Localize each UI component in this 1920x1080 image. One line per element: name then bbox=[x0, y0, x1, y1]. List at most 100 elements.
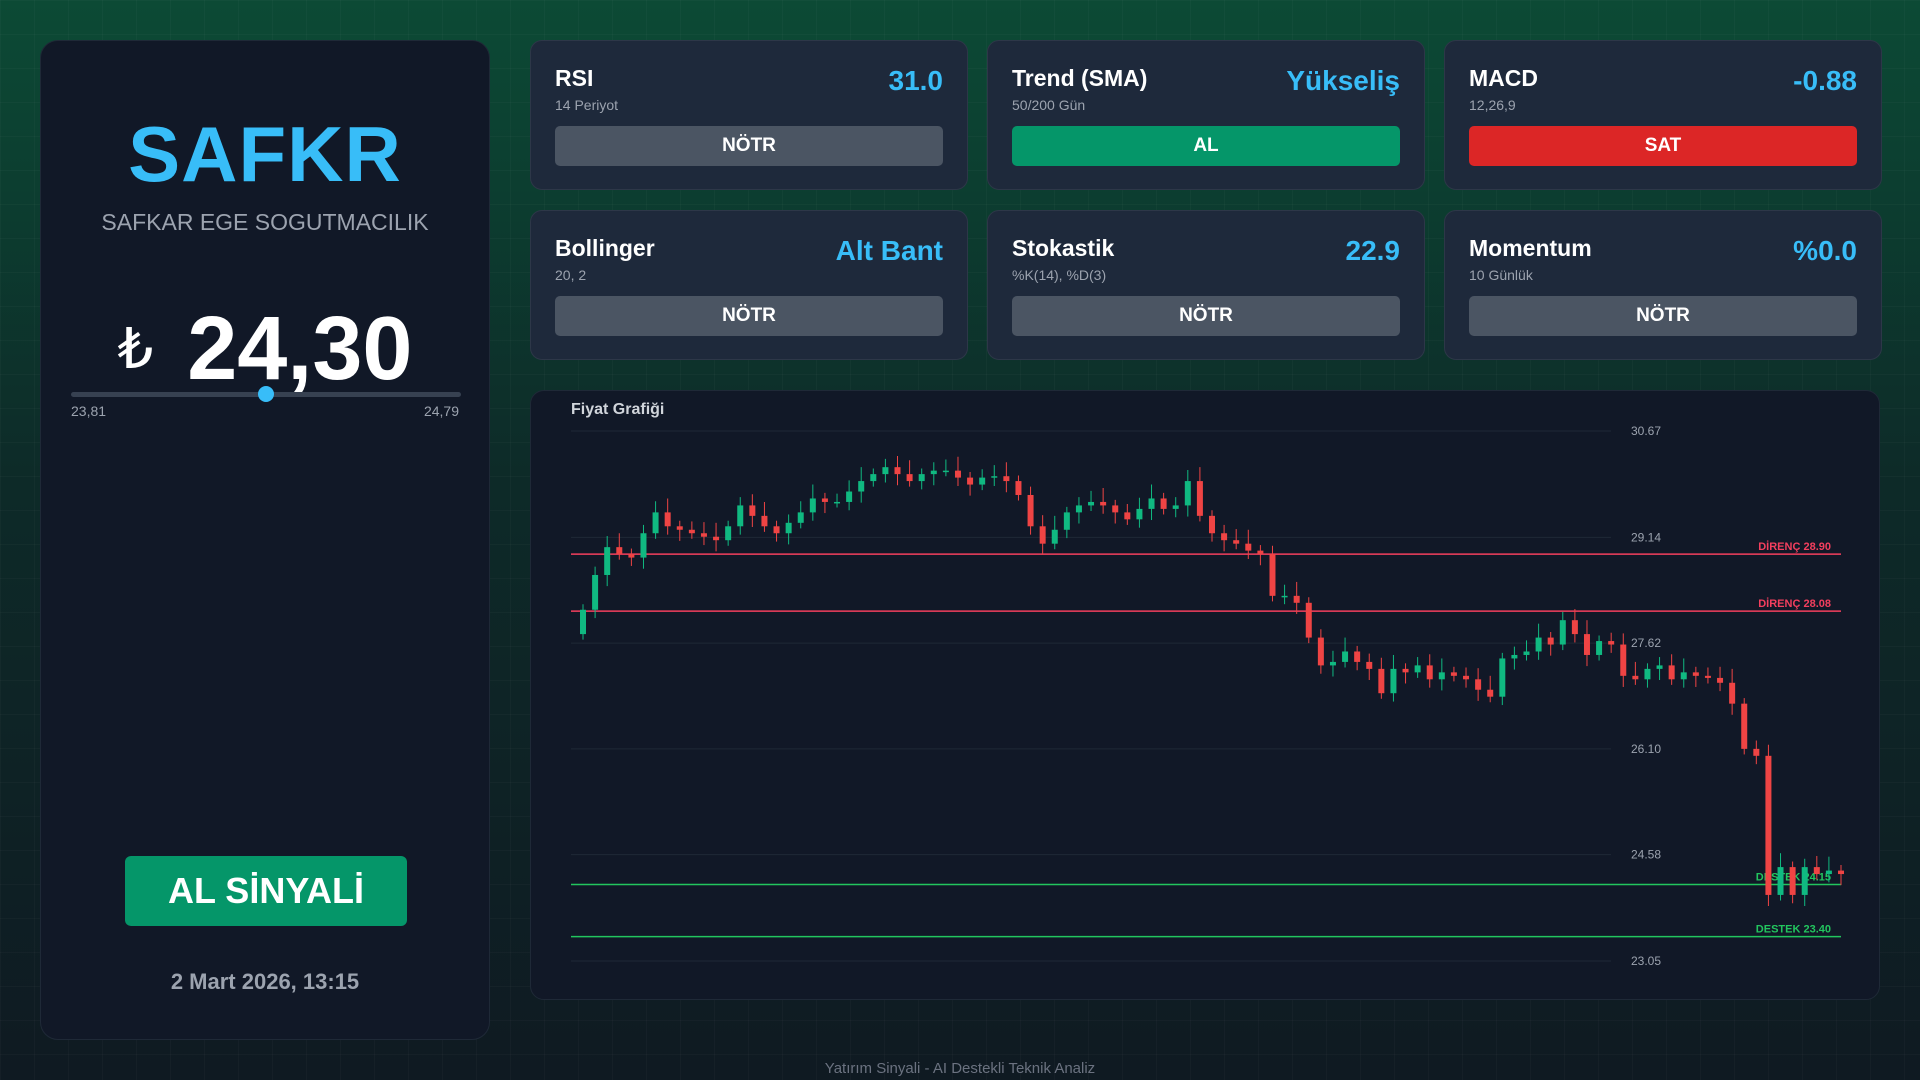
candle-down bbox=[1571, 620, 1578, 635]
analysis-datetime: 2 Mart 2026, 13:15 bbox=[170, 969, 360, 994]
candle-down bbox=[688, 529, 695, 534]
chart-title: Fiyat Grafiği bbox=[571, 401, 665, 418]
candle-up bbox=[942, 470, 949, 473]
candle-down bbox=[1547, 637, 1554, 645]
candle-up bbox=[918, 474, 925, 482]
indicator-title: Trend (SMA) bbox=[1012, 65, 1148, 91]
candle-up bbox=[592, 574, 599, 610]
candle-up bbox=[979, 477, 986, 485]
candle-up bbox=[930, 470, 937, 475]
candle-up bbox=[1063, 512, 1070, 530]
candle-up bbox=[1172, 505, 1179, 509]
candle-up bbox=[580, 609, 586, 635]
indicator-action-button[interactable]: SAT bbox=[1469, 126, 1857, 166]
candle-down bbox=[1366, 661, 1373, 669]
indicator-value: Alt Bant bbox=[835, 235, 943, 266]
signal-button[interactable]: AL SİNYALİ bbox=[125, 856, 407, 926]
candlestick-chart: 30.67 29.14 27.62 26.10 24.58 23.05 DİRENÇ 28.… bbox=[571, 424, 1844, 968]
indicator-subtitle: 20, 2 bbox=[555, 267, 587, 283]
candle-down bbox=[1209, 515, 1215, 534]
candle-up bbox=[1342, 651, 1349, 662]
support-label: DESTEK 23.40 bbox=[1756, 924, 1831, 936]
candle-up bbox=[1075, 505, 1082, 513]
candle-up bbox=[1535, 637, 1542, 652]
candle-down bbox=[616, 547, 623, 555]
candle-down bbox=[1426, 665, 1433, 680]
candle-up bbox=[858, 481, 865, 492]
y-tick-label: 30.67 bbox=[1631, 424, 1661, 438]
candle-down bbox=[1402, 668, 1409, 673]
candle-down bbox=[1583, 634, 1590, 655]
candle-up bbox=[991, 476, 998, 478]
indicator-card-momentum: Momentum 10 Günlük %0.0 NÖTR bbox=[1444, 210, 1882, 360]
candle-down bbox=[1112, 505, 1119, 513]
y-tick-label: 27.62 bbox=[1631, 636, 1661, 650]
candle-down bbox=[1100, 501, 1107, 506]
candle-up bbox=[1184, 481, 1191, 506]
candle-down bbox=[773, 526, 780, 534]
candle-down bbox=[1450, 672, 1457, 676]
candle-up bbox=[1644, 668, 1651, 680]
candle-up bbox=[809, 498, 816, 513]
indicator-card-macd: MACD 12,26,9 -0.88 SAT bbox=[1444, 40, 1882, 190]
candle-down bbox=[1124, 512, 1131, 520]
indicator-subtitle: %K(14), %D(3) bbox=[1012, 267, 1107, 283]
indicator-title: RSI bbox=[555, 65, 594, 91]
indicator-action-button[interactable]: NÖTR bbox=[555, 296, 943, 336]
stock-summary-panel: SAFKR SAFKAR EGE SOGUTMACILIK ₺ 24,30 23… bbox=[40, 40, 490, 1040]
candle-down bbox=[1765, 755, 1772, 895]
indicator-action-button[interactable]: AL bbox=[1012, 126, 1400, 166]
candle-up bbox=[1825, 870, 1832, 875]
candle-up bbox=[640, 533, 647, 558]
candle-up bbox=[604, 547, 611, 575]
indicator-card-bollinger: Bollinger 20, 2 Alt Bant NÖTR bbox=[530, 210, 968, 360]
candle-up bbox=[1438, 672, 1445, 680]
indicator-subtitle: 50/200 Gün bbox=[1012, 97, 1086, 113]
resistance-label: DİRENÇ 28.90 bbox=[1758, 540, 1831, 553]
indicator-action-button[interactable]: NÖTR bbox=[555, 126, 943, 166]
candle-down bbox=[1753, 748, 1760, 756]
day-range-low: 23,81 bbox=[71, 403, 107, 419]
candle-up bbox=[1148, 498, 1155, 509]
candle-up bbox=[1414, 665, 1421, 673]
y-tick-label: 23.05 bbox=[1631, 954, 1661, 968]
candle-down bbox=[1039, 526, 1046, 544]
indicator-action-button[interactable]: NÖTR bbox=[1469, 296, 1857, 336]
resistance-label: DİRENÇ 28.08 bbox=[1758, 597, 1831, 610]
candle-down bbox=[1475, 679, 1482, 690]
candle-up bbox=[652, 512, 659, 534]
indicator-action-button[interactable]: NÖTR bbox=[1012, 296, 1400, 336]
candle-down bbox=[1317, 637, 1324, 666]
indicator-value: %0.0 bbox=[1793, 235, 1857, 266]
candle-down bbox=[1027, 494, 1034, 527]
indicator-title: Stokastik bbox=[1012, 235, 1115, 261]
candle-up bbox=[737, 505, 744, 527]
candle-up bbox=[1329, 661, 1336, 666]
indicator-value: 22.9 bbox=[1345, 235, 1401, 266]
footer-text: Yatırım Sinyali - AI Destekli Teknik Ana… bbox=[824, 1060, 1096, 1077]
candle-up bbox=[1680, 672, 1687, 680]
candle-up bbox=[1088, 501, 1095, 506]
candle-up bbox=[1523, 651, 1530, 655]
indicator-value: -0.88 bbox=[1793, 65, 1857, 96]
candle-down bbox=[1668, 665, 1675, 680]
price-chart-panel: Fiyat Grafiği 30.67 29.14 27.62 26.10 24.58 2… bbox=[530, 390, 1880, 1000]
candle-down bbox=[1608, 641, 1615, 645]
candle-down bbox=[1620, 644, 1627, 676]
candle-down bbox=[1789, 867, 1796, 895]
company-name: SAFKAR EGE SOGUTMACILIK bbox=[101, 209, 429, 235]
candle-up bbox=[1511, 654, 1518, 659]
candle-down bbox=[1160, 498, 1167, 509]
candle-up bbox=[785, 522, 792, 534]
candle-up bbox=[882, 467, 889, 475]
candle-up bbox=[1281, 595, 1288, 598]
candle-down bbox=[1293, 595, 1300, 603]
day-range-high: 24,79 bbox=[423, 403, 459, 419]
indicator-title: MACD bbox=[1469, 65, 1538, 91]
candle-up bbox=[1136, 508, 1143, 520]
y-tick-label: 26.10 bbox=[1631, 742, 1661, 756]
indicator-card-trend: Trend (SMA) 50/200 Gün Yükseliş AL bbox=[987, 40, 1425, 190]
day-range-bar bbox=[71, 386, 461, 402]
candle-down bbox=[1704, 675, 1711, 678]
candle-down bbox=[1245, 543, 1252, 551]
